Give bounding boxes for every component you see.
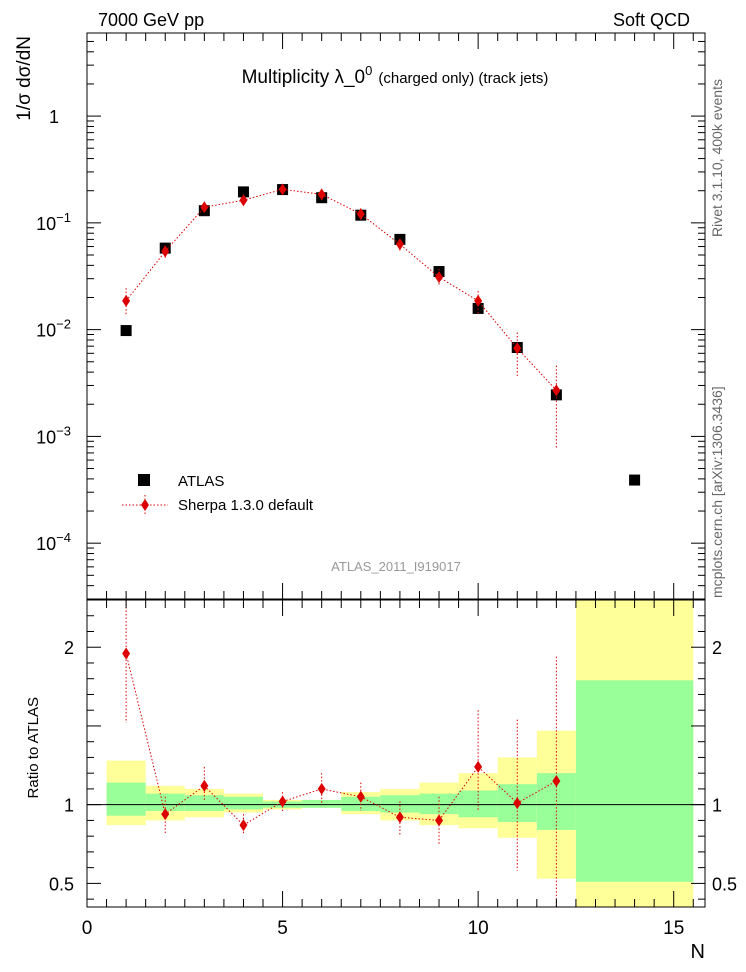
sherpa-point — [552, 775, 561, 788]
category-label: Soft QCD — [613, 10, 690, 30]
atlas-point — [472, 302, 484, 314]
main-y-tick-label: 10−2 — [36, 317, 71, 341]
sherpa-point — [200, 201, 209, 214]
main-y-axis-label: 1/σ dσ/dN — [14, 36, 35, 121]
stat-band — [575, 680, 694, 882]
stat-band — [380, 795, 420, 813]
sherpa-point — [435, 814, 444, 827]
plot-title-superscript: 0 — [365, 63, 372, 78]
ratio-plot-frame — [86, 599, 706, 908]
main-y-tick-label: 10−4 — [36, 530, 71, 554]
ratio-y-axis-label: Ratio to ATLAS — [25, 697, 42, 798]
sherpa-point — [317, 188, 326, 201]
sherpa-point — [161, 245, 170, 258]
main-y-tick-label: 10−3 — [36, 423, 71, 447]
plot-title-suffix: (charged only) (track jets) — [378, 70, 548, 87]
ratio-y-tick-label: 0.5 — [49, 874, 74, 894]
sherpa-point — [356, 208, 365, 221]
ratio-series-group — [122, 600, 561, 907]
series-line — [125, 653, 557, 826]
legend-atlas-label: ATLAS — [178, 473, 224, 490]
sherpa-point — [239, 819, 248, 832]
ratio-y-tick-label: 2 — [64, 638, 74, 658]
main-plot-frame — [86, 32, 706, 600]
stat-band — [302, 799, 342, 808]
ratio-y-tick-label: 1 — [64, 796, 74, 816]
sherpa-point — [513, 342, 522, 355]
ratio-y-tick-label-right: 1 — [712, 796, 722, 816]
atlas-point — [120, 325, 132, 337]
x-tick-label: 15 — [663, 918, 684, 939]
rivet-version-label: Rivet 3.1.10, 400k events — [709, 79, 725, 237]
stat-band — [184, 795, 224, 811]
sherpa-point — [239, 194, 248, 207]
legend-sherpa-marker — [141, 499, 149, 511]
sherpa-point — [474, 760, 483, 773]
main-series-group — [120, 183, 641, 486]
stat-band — [223, 796, 264, 810]
sherpa-point — [122, 647, 131, 660]
main-y-axis: 1 10−1 10−2 10−3 10−4 — [36, 32, 705, 600]
ratio-x-axis: 0 5 10 15 — [82, 600, 694, 939]
sherpa-point — [513, 797, 522, 810]
mcplots-label: mcplots.cern.ch [arXiv:1306.3436] — [709, 386, 725, 598]
legend-sherpa-label: Sherpa 1.3.0 default — [178, 497, 314, 514]
sherpa-point — [317, 782, 326, 795]
sherpa-point — [122, 294, 131, 307]
stat-band — [106, 782, 146, 816]
sherpa-point — [552, 384, 561, 397]
sherpa-point — [200, 779, 209, 792]
x-tick-label: 5 — [277, 918, 288, 939]
atlas-point — [237, 186, 249, 198]
series-line — [125, 188, 557, 391]
main-y-tick-label: 1 — [49, 107, 59, 127]
plot-title-main: Multiplicity λ_0 — [242, 67, 366, 88]
beam-label: 7000 GeV pp — [98, 10, 204, 30]
legend-atlas-marker — [138, 474, 150, 486]
ratio-plot-panel: 0.5 0.5 1 1 2 2 0 5 10 15 Ratio to ATLAS N — [25, 599, 737, 963]
sherpa-point — [435, 271, 444, 284]
x-tick-label: 10 — [468, 918, 489, 939]
main-x-ticks — [86, 33, 694, 599]
sherpa-point — [356, 790, 365, 803]
sherpa-point — [161, 808, 170, 821]
stat-band — [145, 793, 185, 811]
sherpa-point — [395, 238, 404, 251]
atlas-point — [629, 474, 641, 486]
ratio-y-tick-label-right: 0.5 — [712, 874, 737, 894]
ratio-uncertainty-bands — [106, 600, 694, 907]
sherpa-point — [278, 183, 287, 196]
plot-title: Multiplicity λ_00 (charged only) (track j… — [242, 63, 549, 88]
main-y-tick-label: 10−1 — [36, 210, 71, 234]
x-tick-label: 0 — [82, 918, 93, 939]
x-axis-label: N — [691, 941, 705, 963]
main-plot-panel: 1 10−1 10−2 10−3 10−4 1/σ dσ/dN Multiplicity… — [14, 32, 706, 600]
ratio-y-axis: 0.5 0.5 1 1 2 2 — [49, 599, 737, 900]
legend: ATLAS Sherpa 1.3.0 default — [122, 473, 314, 515]
sherpa-point — [278, 795, 287, 808]
analysis-watermark: ATLAS_2011_I919017 — [331, 559, 461, 574]
sherpa-point — [474, 294, 483, 307]
sherpa-point — [395, 811, 404, 824]
ratio-y-tick-label-right: 2 — [712, 638, 722, 658]
